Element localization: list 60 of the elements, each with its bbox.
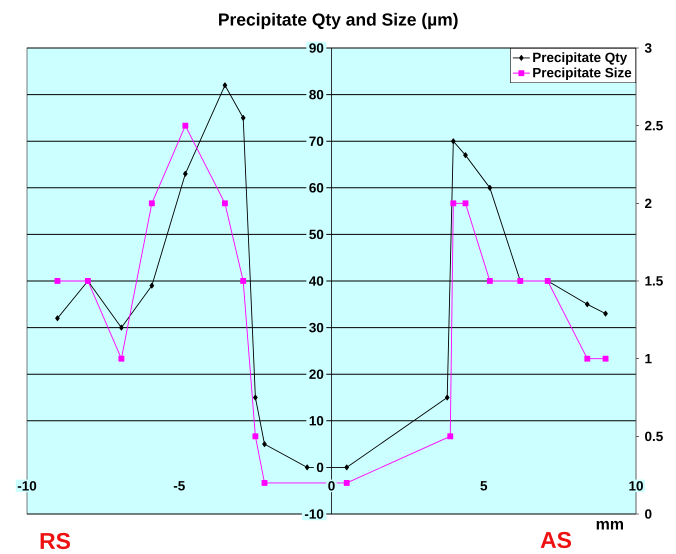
x-tick-label: -10 xyxy=(18,481,36,491)
point xyxy=(54,278,60,284)
y-tick-label: 10 xyxy=(310,416,324,426)
point xyxy=(150,282,154,289)
x-tick-label: 10 xyxy=(629,481,643,491)
point xyxy=(463,152,468,158)
point xyxy=(602,356,608,362)
point xyxy=(450,138,456,144)
chart-title: Precipitate Qty and Size (µm) xyxy=(219,12,458,30)
y-tick-label: 30 xyxy=(309,322,324,332)
point xyxy=(304,464,310,470)
text: RS xyxy=(40,532,70,550)
y2-tick-label: 0 xyxy=(645,509,652,519)
legend-label: Precipitate Size xyxy=(533,68,632,80)
y2-tick-label: 2.5 xyxy=(644,120,663,130)
point xyxy=(262,480,268,486)
point xyxy=(603,310,608,317)
y2-tick-label: 0.5 xyxy=(645,432,663,442)
point xyxy=(462,200,468,206)
x-tick-label: 5 xyxy=(480,481,488,490)
point xyxy=(584,356,590,362)
point xyxy=(182,122,188,129)
point xyxy=(262,441,267,448)
point xyxy=(55,315,60,322)
text: AS xyxy=(540,532,572,548)
point xyxy=(253,394,258,400)
point xyxy=(222,82,228,88)
point xyxy=(584,301,590,308)
point xyxy=(183,170,188,177)
point xyxy=(488,184,492,191)
point xyxy=(240,278,246,284)
y-tick-label: 90 xyxy=(309,43,324,53)
legend-label: Precipitate Qty xyxy=(533,52,628,65)
y-tick-label: 70 xyxy=(309,136,324,146)
y2-tick-label: 1 xyxy=(645,354,652,364)
point xyxy=(148,200,155,206)
point xyxy=(450,200,456,206)
y-tick-label: 0 xyxy=(316,462,324,472)
point xyxy=(486,278,493,284)
x-axis-title: mm xyxy=(596,520,624,530)
x-tick-label: -5 xyxy=(174,481,185,490)
x-tick-label: 0 xyxy=(328,481,335,491)
y-tick-label: 80 xyxy=(309,90,324,100)
point xyxy=(447,433,454,440)
point xyxy=(118,356,124,362)
y-tick-label: 50 xyxy=(309,230,324,240)
point xyxy=(240,114,246,121)
point xyxy=(344,480,350,486)
y-tick-label: 60 xyxy=(309,183,324,193)
point xyxy=(344,464,350,470)
y2-tick-label: 1.5 xyxy=(645,276,663,286)
point xyxy=(444,394,450,400)
y2-tick-label: 3 xyxy=(644,43,652,53)
y-tick-label: 20 xyxy=(309,369,324,379)
y-tick-label: 40 xyxy=(309,276,324,286)
point xyxy=(222,200,228,206)
point xyxy=(119,324,124,331)
y-tick-label: -10 xyxy=(304,509,324,519)
point xyxy=(252,433,258,440)
y2-tick-label: 2 xyxy=(644,198,652,208)
